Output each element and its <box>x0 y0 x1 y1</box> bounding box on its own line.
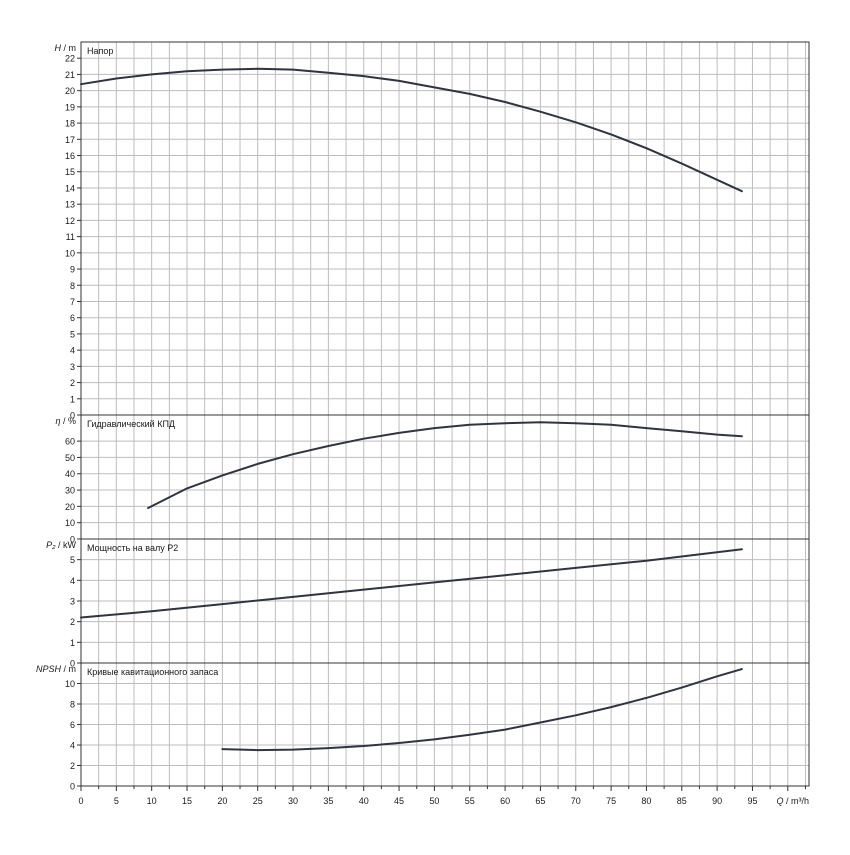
x-tick-label: 75 <box>606 796 616 806</box>
y-tick-label: 11 <box>66 232 75 242</box>
y-tick-label: 17 <box>65 135 75 145</box>
label-layer: Напор H / m Гидравлический КПД η / % Мощност… <box>36 43 809 806</box>
y-tick-label: 1 <box>70 394 75 404</box>
y-tick-label: 10 <box>65 679 75 689</box>
y-tick-label: 10 <box>65 518 75 528</box>
y-tick-label: 3 <box>70 597 75 607</box>
x-tick-label: 40 <box>359 796 369 806</box>
series-line <box>80 548 743 619</box>
y-tick-label: 4 <box>70 576 75 586</box>
y-tick-label: 13 <box>65 200 75 210</box>
grid-layer <box>80 41 810 787</box>
x-tick-label: 0 <box>78 796 83 806</box>
y-tick-label: 3 <box>70 362 75 372</box>
x-tick-label: 65 <box>535 796 545 806</box>
y-tick-label: 2 <box>70 617 75 627</box>
y-tick-label: 19 <box>65 102 75 112</box>
x-tick-label: 45 <box>394 796 404 806</box>
y-tick-label: 2 <box>70 761 75 771</box>
x-tick-label: 60 <box>500 796 510 806</box>
y-tick-label: 18 <box>65 119 75 129</box>
x-tick-label: 10 <box>147 796 157 806</box>
y-tick-label: 20 <box>65 86 75 96</box>
y-axis-label: η / % <box>55 416 76 426</box>
x-tick-label: 30 <box>288 796 298 806</box>
y-tick-label: 2 <box>70 378 75 388</box>
y-tick-label: 40 <box>65 469 75 479</box>
y-tick-label: 9 <box>70 265 75 275</box>
y-tick-label: 50 <box>65 453 75 463</box>
y-tick-label: 4 <box>70 741 75 751</box>
series-line <box>221 668 743 752</box>
x-tick-label: 15 <box>182 796 192 806</box>
x-tick-label: 70 <box>571 796 581 806</box>
panel-title: Гидравлический КПД <box>87 419 175 429</box>
y-axis-label: H / m <box>55 43 77 53</box>
panel-title: Мощность на валу P2 <box>87 543 178 553</box>
x-tick-label: 5 <box>114 796 119 806</box>
y-tick-label: 7 <box>70 297 75 307</box>
y-tick-label: 16 <box>65 151 75 161</box>
series-line <box>80 67 743 193</box>
y-tick-label: 8 <box>70 281 75 291</box>
y-tick-label: 0 <box>70 535 75 545</box>
y-tick-label: 6 <box>70 313 75 323</box>
x-tick-label: 50 <box>429 796 439 806</box>
y-tick-label: 5 <box>70 555 75 565</box>
tick-layer: 0123456789101112131415161718192021220102… <box>65 54 806 806</box>
y-tick-label: 0 <box>70 411 75 421</box>
y-axis-label: NPSH / m <box>36 664 76 674</box>
x-tick-label: 35 <box>323 796 333 806</box>
y-tick-label: 60 <box>65 437 75 447</box>
x-axis-label: Q / m³/h <box>776 796 809 806</box>
y-tick-label: 0 <box>70 659 75 669</box>
y-tick-label: 8 <box>70 700 75 710</box>
y-tick-label: 0 <box>70 782 75 792</box>
x-tick-label: 90 <box>712 796 722 806</box>
y-tick-label: 4 <box>70 346 75 356</box>
x-tick-label: 85 <box>677 796 687 806</box>
y-tick-label: 14 <box>65 183 75 193</box>
y-tick-label: 6 <box>70 720 75 730</box>
y-tick-label: 30 <box>65 486 75 496</box>
x-tick-label: 55 <box>465 796 475 806</box>
y-tick-label: 1 <box>70 638 75 648</box>
y-tick-label: 21 <box>65 70 75 80</box>
y-tick-label: 5 <box>70 329 75 339</box>
y-tick-label: 20 <box>65 502 75 512</box>
x-tick-label: 20 <box>217 796 227 806</box>
series-line <box>147 421 743 509</box>
y-tick-label: 10 <box>65 248 75 258</box>
y-tick-label: 12 <box>65 216 75 226</box>
x-tick-label: 25 <box>253 796 263 806</box>
x-tick-label: 95 <box>747 796 757 806</box>
panel-title: Кривые кавитационного запаса <box>87 667 218 677</box>
panel-title: Напор <box>87 46 113 56</box>
y-axis-label: P₂ / kW <box>46 540 76 550</box>
x-tick-label: 80 <box>641 796 651 806</box>
y-tick-label: 15 <box>65 167 75 177</box>
y-tick-label: 22 <box>65 54 75 64</box>
curve-layer <box>80 67 743 752</box>
